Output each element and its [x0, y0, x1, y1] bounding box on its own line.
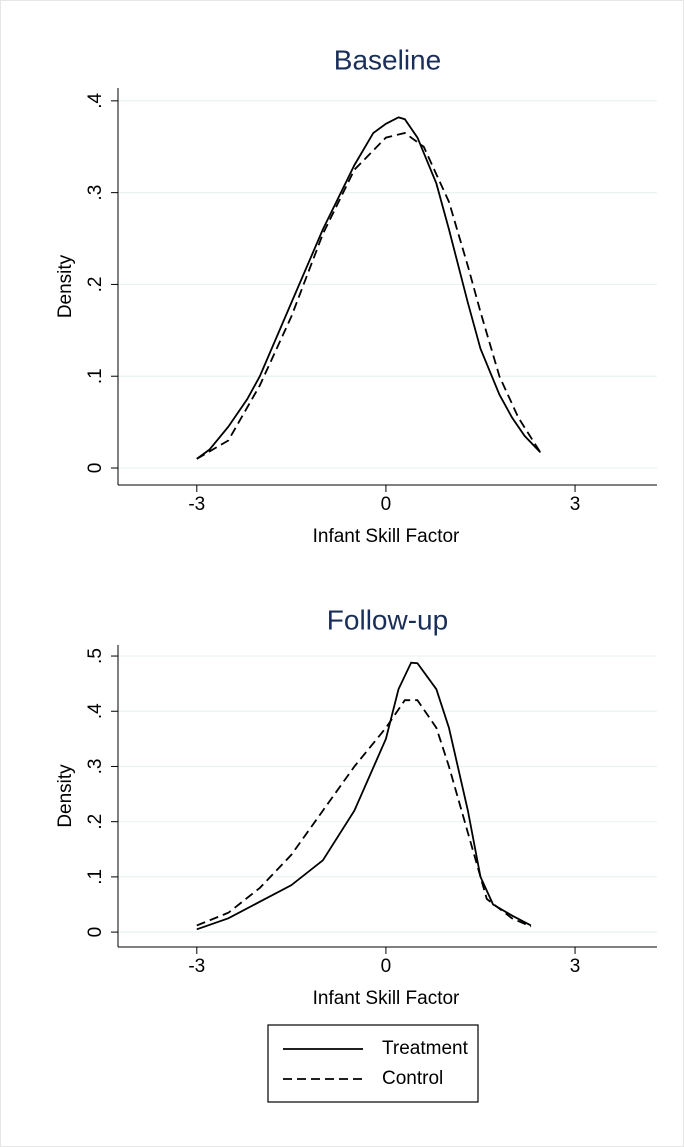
x-tick-label: -3	[188, 956, 205, 977]
y-axis-label: Density	[55, 764, 76, 828]
chart-title: Baseline	[334, 44, 441, 75]
y-tick-label: 0	[85, 463, 106, 474]
legend-label: Control	[382, 1068, 443, 1089]
x-tick-label: 0	[381, 956, 392, 977]
y-tick-label: 0	[85, 927, 106, 938]
y-tick-label: .4	[85, 703, 106, 719]
y-tick-label: .2	[85, 277, 106, 293]
y-tick-label: .1	[85, 368, 106, 384]
y-tick-label: .3	[85, 759, 106, 775]
x-axis-label: Infant Skill Factor	[313, 526, 460, 547]
y-tick-label: .4	[85, 93, 106, 109]
x-axis-label: Infant Skill Factor	[313, 988, 460, 1009]
y-tick-label: .5	[85, 648, 106, 664]
x-tick-label: 3	[570, 494, 581, 515]
y-tick-label: .2	[85, 814, 106, 830]
y-tick-label: .1	[85, 869, 106, 885]
density-line	[196, 132, 542, 460]
legend-box	[267, 1024, 479, 1103]
x-tick-label: -3	[188, 494, 205, 515]
density-line	[196, 699, 532, 928]
legend-label: Treatment	[382, 1038, 469, 1059]
y-tick-label: .3	[85, 185, 106, 201]
x-tick-label: 0	[381, 494, 392, 515]
density-line	[196, 116, 542, 460]
y-axis-label: Density	[55, 254, 76, 318]
chart-title: Follow-up	[327, 604, 448, 635]
x-tick-label: 3	[570, 956, 581, 977]
density-line	[196, 661, 532, 931]
